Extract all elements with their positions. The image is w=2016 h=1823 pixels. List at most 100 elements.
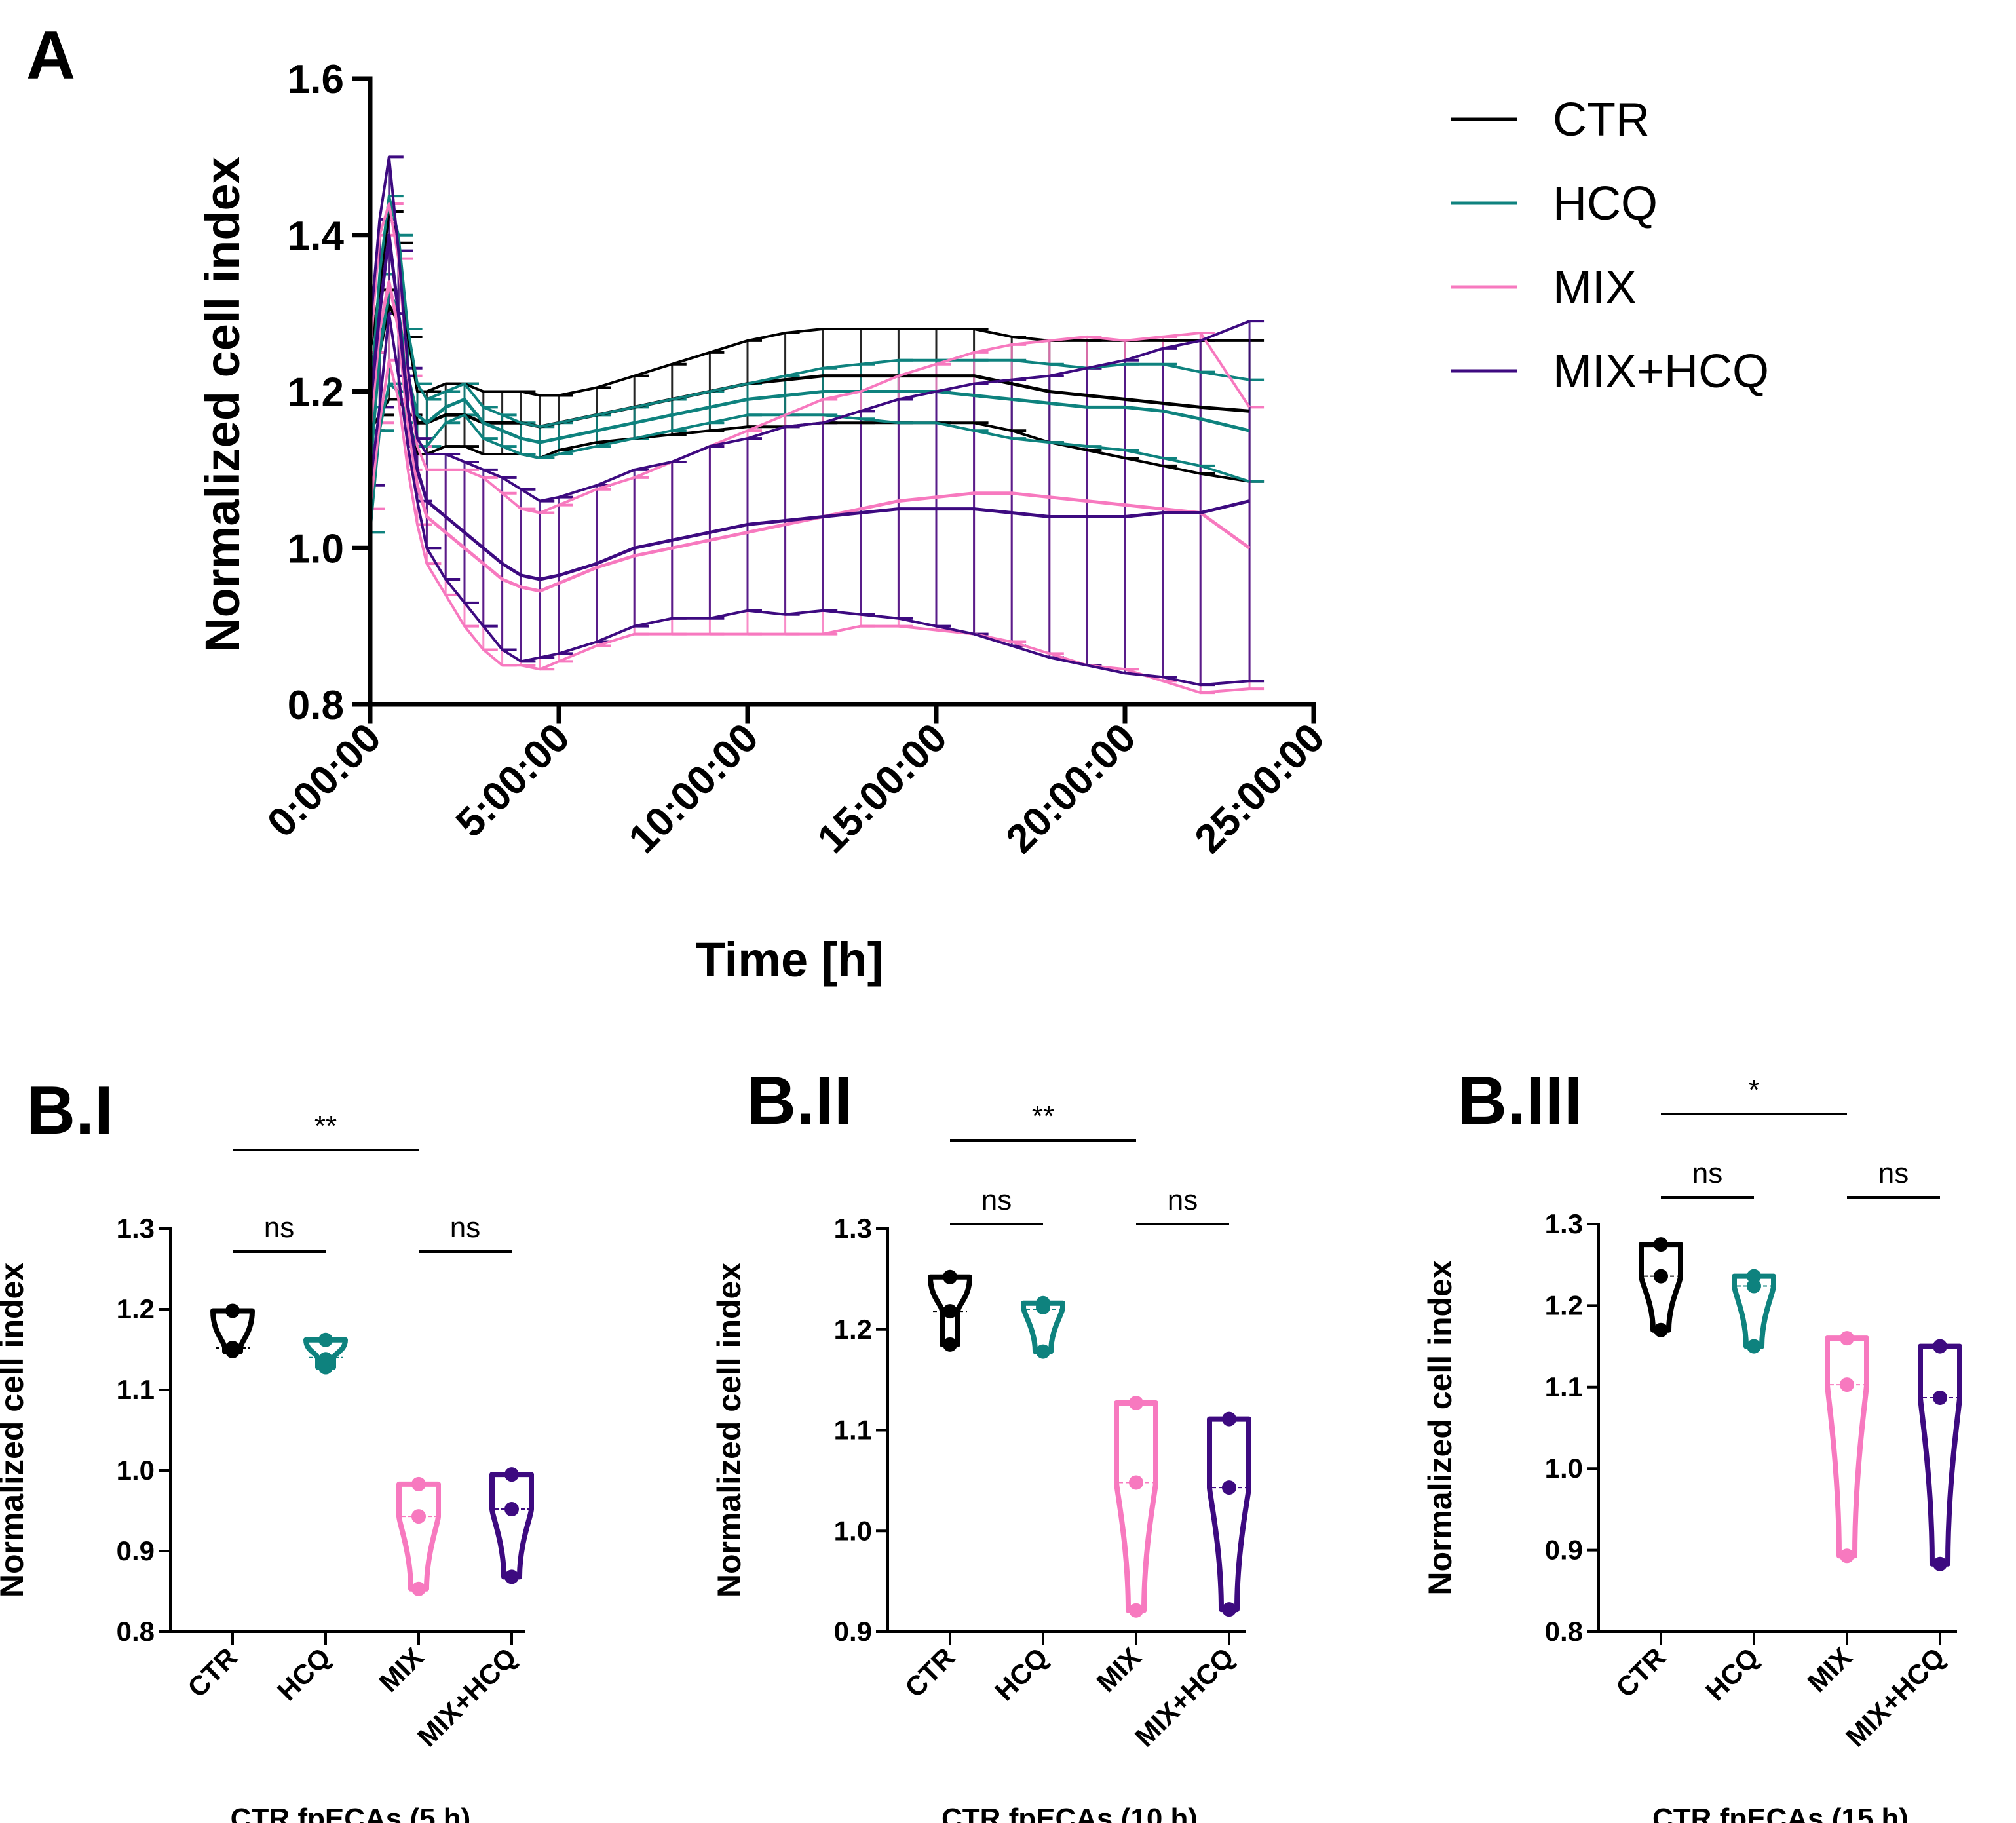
x-tick-label: HCQ [989,1641,1054,1706]
legend-item-hcq: HCQ [1451,178,1658,230]
y-tick-label: 1.0 [834,1515,872,1546]
data-point-ctr [943,1304,957,1319]
x-axis-title: CTR fpECAs (10 h) [941,1803,1198,1823]
y-tick-label: 1.2 [834,1314,872,1345]
data-point-hcq [318,1352,333,1367]
data-point-mix [1840,1331,1854,1346]
data-point-mix [411,1509,426,1524]
legend-label: MIX [1553,261,1637,314]
x-tick-label: MIX+HCQ [1129,1641,1240,1752]
data-point-hcq [1747,1269,1761,1284]
x-tick-label: HCQ [271,1641,336,1706]
x-tick-label: 15:00:00 [809,715,956,862]
legend: CTR HCQ MIX MIX+HCQ [1451,94,1769,398]
line-chart-a: 0.8 1.0 1.2 1.4 1.6 0:00:00 5:00:00 10:00:00 15:… [195,57,1333,987]
significance-label: ns [1168,1184,1198,1216]
data-point-mix-hcq [1222,1480,1236,1495]
x-tick-label: MIX [1801,1641,1857,1698]
x-tick-label: 20:00:00 [998,715,1145,862]
x-tick-label: MIX [373,1641,429,1698]
x-tick-label: HCQ [1700,1641,1764,1706]
y-axis-title: Normalized cell index [711,1263,748,1598]
y-tick-label: 1.2 [288,370,344,415]
y-tick-label: 1.3 [117,1213,155,1244]
data-point-ctr [1654,1269,1668,1284]
legend-item-ctr: CTR [1451,94,1650,146]
significance-label: ns [1878,1157,1909,1189]
data-point-mix-hcq [504,1502,519,1517]
y-tick-label: 1.3 [1545,1208,1583,1239]
violin-hcq [303,1337,348,1370]
y-tick-label: 0.8 [1545,1616,1583,1647]
data-point-mix [411,1476,426,1491]
y-tick-label: 1.1 [117,1374,155,1405]
y-tick-label: 1.3 [834,1213,872,1244]
x-axis-title: Time [h] [696,932,883,987]
violin-hcq [1732,1273,1776,1349]
violin-mix [1824,1335,1870,1559]
panel-label: B.II [747,1063,853,1139]
violin-mix-hcq [489,1472,534,1580]
y-tick-label: 1.0 [117,1455,155,1486]
series-lower-mix [369,358,1250,695]
data-point-ctr [943,1337,957,1352]
y-tick-label: 0.8 [288,683,344,728]
data-point-mix [1840,1548,1854,1564]
y-tick-label: 0.9 [1545,1535,1583,1565]
x-tick-label: CTR [899,1641,960,1703]
data-point-hcq [1036,1344,1050,1359]
data-point-ctr [1654,1237,1668,1252]
y-tick-label: 1.6 [288,57,344,102]
series-upper-mix-hcq [369,155,1250,503]
y-tick-label: 1.4 [288,214,345,259]
data-point-ctr [1654,1322,1668,1337]
y-axis-title: Normalized cell index [0,1263,30,1598]
series-upper-ctr [369,210,1250,397]
data-point-mix [1129,1475,1143,1490]
y-tick-label: 1.1 [834,1415,872,1446]
series-lower-mix-hcq [369,312,1250,687]
x-axis-title: CTR fpECAs (5 h) [231,1803,471,1823]
data-point-hcq [318,1332,333,1347]
y-tick-label: 1.1 [1545,1372,1583,1402]
data-point-mix [411,1581,426,1596]
significance-label: ** [1032,1100,1054,1132]
y-axis-title: Normalized cell index [1422,1260,1458,1595]
x-tick-label: 10:00:00 [620,715,767,862]
series-upper-mix [369,202,1251,514]
data-point-hcq [1036,1295,1050,1311]
significance-label: ns [264,1212,294,1244]
y-tick-label: 1.0 [1545,1453,1583,1484]
significance-label: ns [450,1212,480,1244]
data-point-ctr [943,1269,957,1284]
panel-label-a: A [26,18,75,94]
significance-label: ** [314,1110,337,1142]
y-axis-title: Normalized cell index [195,157,250,653]
legend-label: HCQ [1553,178,1658,230]
x-tick-label: MIX+HCQ [411,1641,522,1752]
legend-label: CTR [1553,94,1650,146]
data-point-mix [1129,1395,1143,1410]
data-point-mix-hcq [1933,1556,1947,1571]
x-axis-title: CTR fpECAs (15 h) [1652,1803,1909,1823]
x-tick-label: 5:00:00 [447,715,579,846]
data-point-mix-hcq [1222,1602,1236,1617]
data-point-ctr [225,1303,240,1318]
data-point-hcq [1747,1339,1761,1354]
y-tick-label: 1.2 [1545,1290,1583,1320]
violin-ctr [928,1274,972,1347]
y-tick-label: 1.0 [288,526,344,571]
significance-label: ns [1692,1157,1722,1189]
panel-label: B.I [26,1073,113,1149]
violin-mix-hcq [1918,1343,1963,1567]
data-point-mix-hcq [1933,1339,1947,1354]
series-line-hcq [368,288,1250,470]
x-tick-label: 25:00:00 [1187,715,1333,862]
x-tick-label: CTR [181,1641,243,1703]
data-point-mix-hcq [504,1467,519,1482]
violin-ctr [210,1308,255,1354]
x-tick-label: 0:00:00 [259,715,390,846]
